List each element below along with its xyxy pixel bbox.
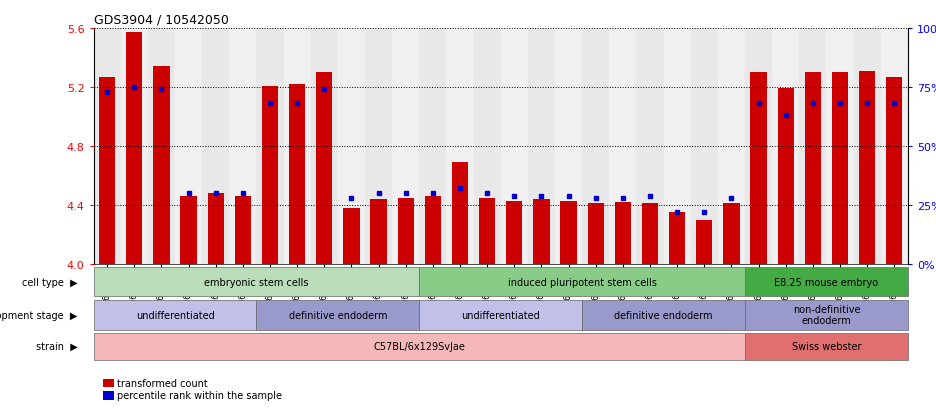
Bar [588,204,604,264]
Bar [284,29,311,264]
Bar [669,213,685,264]
Bar [148,29,175,264]
Bar [316,73,332,264]
Text: embryonic stem cells: embryonic stem cells [204,277,309,287]
Bar [854,29,881,264]
Bar [664,29,691,264]
Bar [745,300,908,330]
Bar [724,204,739,264]
Bar [365,29,392,264]
Bar [338,29,365,264]
Bar [582,29,609,264]
Bar [452,163,468,264]
Bar [778,89,794,264]
Text: undifferentiated: undifferentiated [461,310,540,320]
Bar [235,197,251,264]
Bar [555,29,582,264]
Bar [506,201,522,264]
Bar [501,29,528,264]
Bar [262,86,278,264]
Bar [126,33,142,264]
Bar [94,333,745,360]
Bar [289,85,305,264]
Bar [691,29,718,264]
Bar [751,73,767,264]
Bar [745,267,908,297]
Bar [371,199,387,264]
Bar [799,29,826,264]
Text: induced pluripotent stem cells: induced pluripotent stem cells [507,277,657,287]
Bar [772,29,799,264]
Text: cell type  ▶: cell type ▶ [22,277,78,287]
Bar [256,300,419,330]
Bar [398,198,414,264]
Bar [208,194,224,264]
Text: strain  ▶: strain ▶ [36,342,78,351]
Bar [534,199,549,264]
Text: definitive endoderm: definitive endoderm [614,310,713,320]
Bar [94,29,121,264]
Bar [419,29,446,264]
Bar [446,29,474,264]
Bar [154,67,169,264]
Text: transformed count: transformed count [117,378,208,388]
Bar [474,29,501,264]
Bar [642,204,658,264]
Bar [609,29,636,264]
Bar [859,71,875,264]
Text: C57BL/6x129SvJae: C57BL/6x129SvJae [373,342,465,351]
Bar [696,220,712,264]
Bar [344,209,359,264]
Bar [805,73,821,264]
Bar [202,29,229,264]
Bar [419,267,745,297]
Bar [99,78,115,264]
Bar [425,197,441,264]
Text: GDS3904 / 10542050: GDS3904 / 10542050 [94,13,228,26]
Bar [745,29,772,264]
Bar [181,197,197,264]
Bar [121,29,148,264]
Bar [419,300,582,330]
Bar [615,202,631,264]
Bar [94,300,256,330]
Text: non-definitive
endoderm: non-definitive endoderm [793,304,860,326]
Bar [636,29,664,264]
Bar [528,29,555,264]
Bar [561,201,577,264]
Bar [94,267,419,297]
Bar [826,29,854,264]
Bar [881,29,908,264]
Bar [718,29,745,264]
Bar [311,29,338,264]
Text: E8.25 mouse embryo: E8.25 mouse embryo [774,277,879,287]
Text: percentile rank within the sample: percentile rank within the sample [117,390,282,401]
Text: undifferentiated: undifferentiated [136,310,214,320]
Text: development stage  ▶: development stage ▶ [0,310,78,320]
Bar [832,73,848,264]
Bar [479,198,495,264]
Bar [886,78,902,264]
Bar [745,333,908,360]
Bar [582,300,745,330]
Bar [175,29,202,264]
Text: definitive endoderm: definitive endoderm [288,310,388,320]
Bar [392,29,419,264]
Bar [256,29,284,264]
Text: Swiss webster: Swiss webster [792,342,861,351]
Bar [229,29,256,264]
